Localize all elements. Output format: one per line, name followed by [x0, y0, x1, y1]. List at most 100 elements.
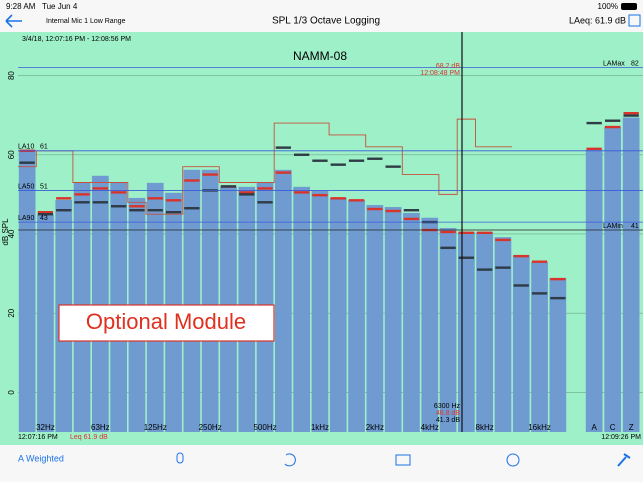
bar	[512, 254, 530, 432]
chart-title: NAMM-08	[293, 49, 347, 63]
level-tick	[440, 246, 456, 250]
y-axis-label: dB SPL	[1, 218, 10, 246]
bar	[366, 205, 384, 432]
y-tick-label: 40	[7, 229, 16, 238]
laeq-readout: LAeq: 61.9 dB	[569, 15, 626, 25]
bar	[37, 214, 54, 432]
level-tick	[294, 153, 310, 156]
bar	[329, 197, 347, 432]
battery-icon	[621, 3, 637, 10]
reference-value: 51	[40, 183, 48, 190]
y-tick-label: 80	[7, 71, 16, 80]
level-tick	[477, 268, 493, 271]
folder-button[interactable]	[395, 454, 411, 466]
level-tick	[165, 210, 182, 214]
cursor-level: 68.2 dB	[436, 63, 460, 70]
level-tick	[330, 163, 346, 166]
bar	[622, 117, 640, 432]
y-tick-label: 0	[7, 390, 16, 395]
level-tick	[147, 209, 163, 212]
bar	[18, 149, 36, 432]
toolbar	[0, 445, 643, 482]
level-tick	[147, 197, 163, 200]
level-tick	[275, 171, 291, 174]
bar	[604, 126, 621, 432]
reference-name: LA10	[18, 144, 34, 151]
status-battery: 100%	[598, 2, 618, 11]
level-tick	[184, 179, 200, 182]
level-tick	[37, 212, 54, 216]
level-tick	[623, 114, 639, 117]
cursor-max: 46.8 dB	[436, 410, 460, 417]
level-tick	[257, 201, 273, 204]
nav-title: SPL 1/3 Octave Logging	[272, 16, 380, 27]
share-button[interactable]	[628, 14, 641, 27]
y-tick-label: 60	[7, 150, 16, 159]
level-tick	[92, 187, 108, 190]
bar	[494, 237, 512, 432]
chart-subtitle: 3/4/18, 12:07:16 PM - 12:08:56 PM	[22, 36, 131, 43]
time-start: 12:07:16 PM	[18, 434, 58, 441]
level-tick	[586, 147, 602, 151]
level-tick	[74, 193, 90, 196]
settings-button[interactable]	[617, 453, 631, 467]
reference-value: 41	[631, 223, 639, 230]
level-tick	[294, 191, 310, 194]
level-tick	[37, 210, 54, 214]
mic-button[interactable]	[176, 452, 184, 464]
input-label: Internal Mic 1 Low Range	[46, 18, 125, 25]
level-tick	[184, 207, 200, 210]
level-tick	[623, 111, 639, 115]
x-tick-label: 8kHz	[476, 423, 494, 432]
level-tick	[385, 165, 401, 168]
reference-value: 82	[631, 60, 639, 67]
x-tick-label: 2kHz	[366, 423, 384, 432]
x-tick-label: 250Hz	[199, 423, 222, 432]
reset-button[interactable]	[284, 453, 296, 467]
bar	[384, 207, 402, 432]
x-tick-label: C	[610, 423, 616, 432]
reference-value: 43	[40, 215, 48, 222]
level-tick	[550, 277, 566, 281]
bar	[92, 175, 109, 432]
history-line	[18, 118, 513, 215]
level-tick	[19, 161, 35, 164]
bar	[403, 212, 420, 432]
back-button[interactable]	[5, 14, 22, 28]
x-tick-label: 500Hz	[253, 423, 276, 432]
level-tick	[458, 256, 474, 259]
reference-name: LAMax	[603, 60, 625, 67]
x-tick-label: 1kHz	[311, 423, 329, 432]
level-tick	[348, 159, 365, 162]
bar	[549, 277, 567, 432]
time-end: 12:09:26 PM	[601, 434, 641, 441]
play-button[interactable]	[506, 453, 520, 467]
bar	[585, 149, 603, 432]
x-tick-label: 63Hz	[91, 423, 110, 432]
level-tick	[531, 292, 548, 295]
level-tick	[129, 205, 145, 208]
x-tick-label: A	[591, 423, 597, 432]
bar	[439, 228, 457, 432]
level-tick	[202, 173, 218, 176]
x-tick-label: 125Hz	[144, 423, 167, 432]
level-tick	[330, 197, 346, 200]
level-tick	[495, 238, 511, 242]
bar	[183, 169, 201, 432]
level-tick	[385, 209, 401, 213]
bar	[201, 169, 219, 432]
weighting-button[interactable]: A Weighted	[18, 453, 64, 463]
level-tick	[495, 266, 511, 269]
reference-name: LAMin	[603, 223, 623, 230]
leq-label: Leq 61.9 dB	[70, 434, 108, 441]
level-tick	[513, 254, 529, 258]
level-tick	[92, 201, 108, 204]
level-tick	[531, 260, 548, 263]
status-time: 9:28 AM	[6, 2, 36, 11]
x-tick-label: Z	[629, 423, 634, 432]
bar	[348, 199, 365, 432]
y-tick-label: 20	[7, 308, 16, 317]
level-tick	[605, 125, 621, 129]
level-tick	[367, 157, 383, 160]
level-tick	[312, 193, 328, 197]
